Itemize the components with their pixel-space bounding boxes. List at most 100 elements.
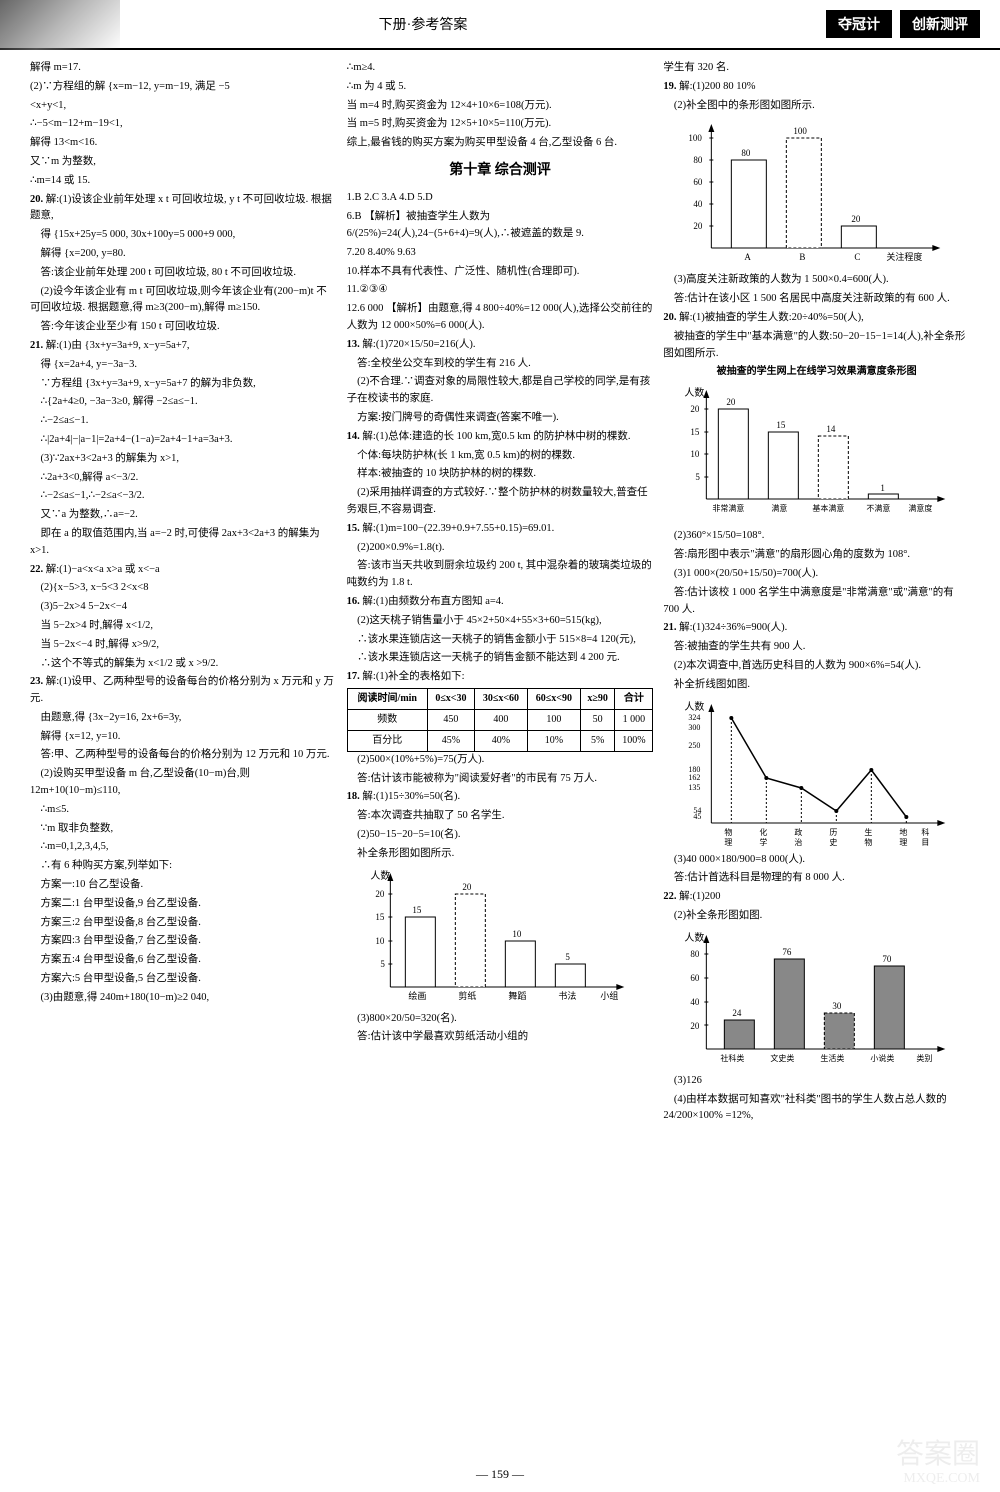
text-line: 由题意,得 {3x−2y=16, 2x+6=3y, (30, 710, 337, 727)
text-line: <x+y<1, (30, 98, 337, 115)
text-line: ∴该水果连锁店这一天桃子的销售金额不能达到 4 200 元. (347, 650, 654, 667)
text-line: 答:扇形图中表示"满意"的扇形圆心角的度数为 108°. (663, 547, 970, 564)
text-line: 当 m=5 时,购买资金为 12×5+10×5=110(万元). (347, 116, 654, 133)
svg-text:人数: 人数 (685, 931, 705, 944)
text-line: ∵m 取非负整数, (30, 821, 337, 838)
text-line: 学生有 320 名. (663, 60, 970, 77)
page-number: — 159 — (476, 1467, 524, 1481)
text-line: (2)这天桃子销售量小于 45×2+50×4+55×3+60=515(kg), (347, 613, 654, 630)
svg-text:学: 学 (760, 837, 768, 847)
svg-text:300: 300 (689, 723, 701, 732)
svg-text:100: 100 (689, 133, 703, 143)
text-line: ∴m=0,1,2,3,4,5, (30, 839, 337, 856)
text-line: 方案五:4 台甲型设备,6 台乙型设备. (30, 952, 337, 969)
q-number: 16. 解:(1)由频数分布直方图知 a=4. (347, 594, 654, 611)
text-line: (2)50−15−20−5=10(名). (347, 827, 654, 844)
text-line: 又∵m 为整数, (30, 154, 337, 171)
text-line: (2)采用抽样调查的方式较好.∵整个防护林的树数量较大,普查任务艰巨,不容易调查… (347, 485, 654, 519)
text-line: 当 m=4 时,购买资金为 12×4+10×6=108(万元). (347, 98, 654, 115)
svg-text:满意: 满意 (772, 503, 788, 513)
text-line: ∴−5<m−12+m−19<1, (30, 116, 337, 133)
svg-text:5: 5 (696, 472, 701, 482)
q-number: 18. 解:(1)15÷30%=50(名). (347, 789, 654, 806)
text-line: (3)∵2ax+3<2a+3 的解集为 x>1, (30, 451, 337, 468)
chart-q20: 人数 20 15 10 5 20 15 14 1 非常满意 满意 基本满意 不满… (663, 384, 970, 524)
text-line: 得 {x=2a+4, y=−3a−3. (30, 357, 337, 374)
text-line: 被抽查的学生中"基本满意"的人数:50−20−15−1=14(人),补全条形图如… (663, 329, 970, 363)
watermark-main: 答案圈 (896, 1432, 980, 1472)
text-line: (4)由样本数据可知喜欢"社科类"图书的学生人数占总人数的 24/200×100… (663, 1092, 970, 1126)
svg-text:社科类: 社科类 (721, 1053, 745, 1063)
text-line: 答:该企业前年处理 200 t 可回收垃圾, 80 t 不可回收垃圾. (30, 265, 337, 282)
svg-text:关注程度: 关注程度 (887, 251, 923, 262)
svg-text:目: 目 (922, 838, 930, 847)
text-line: 12.6 000 【解析】由题意,得 4 800÷40%=12 000(人),选… (347, 301, 654, 335)
text-line: 方案:按门牌号的奇偶性来调查(答案不唯一). (347, 410, 654, 427)
text-line: 答:被抽查的学生共有 900 人. (663, 639, 970, 656)
q17-table: 阅读时间/min 0≤x<30 30≤x<60 60≤x<90 x≥90 合计 … (347, 688, 654, 752)
svg-text:100: 100 (794, 126, 808, 136)
svg-text:非常满意: 非常满意 (713, 503, 745, 513)
text-line: 方案一:10 台乙型设备. (30, 877, 337, 894)
text-line: (2)360°×15/50=108°. (663, 528, 970, 545)
text-line: ∴m≥4. (347, 60, 654, 77)
table-row: 阅读时间/min 0≤x<30 30≤x<60 60≤x<90 x≥90 合计 (347, 688, 653, 709)
q-number: 22. 解:(1)−a<x<a x>a 或 x<−a (30, 562, 337, 579)
svg-text:24: 24 (733, 1008, 743, 1018)
text-line: (2)设购买甲型设备 m 台,乙型设备(10−m)台,则 12m+10(10−m… (30, 766, 337, 800)
text-line: ∵方程组 {3x+y=3a+9, x−y=5a+7 的解为非负数, (30, 376, 337, 393)
svg-text:10: 10 (375, 936, 385, 946)
page-container: 下册·参考答案 夺冠计 创新测评 解得 m=17. (2)∵方程组的解 {x=m… (0, 0, 1000, 1492)
watermark-sub: MXQE.COM (903, 1471, 980, 1487)
text-line: 样本:被抽查的 10 块防护林的树的棵数. (347, 466, 654, 483)
text-line: 答:今年该企业至少有 150 t 可回收垃圾. (30, 319, 337, 336)
text-line: 解得 13<m<16. (30, 135, 337, 152)
text-line: (2)200×0.9%=1.8(t). (347, 540, 654, 557)
chart-q21: 人数 324 300 250 180 162 135 54 45 (663, 698, 970, 848)
svg-text:20: 20 (694, 221, 704, 231)
text-line: 当 5−2x>4 时,解得 x<1/2, (30, 618, 337, 635)
q-number: 19. 解:(1)200 80 10% (663, 79, 970, 96)
column-1: 解得 m=17. (2)∵方程组的解 {x=m−12, y=m−19, 满足 −… (30, 60, 337, 1442)
svg-text:20: 20 (727, 397, 737, 407)
badge-2: 创新测评 (900, 10, 980, 38)
text-line: (3)5−2x>4 5−2x<−4 (30, 599, 337, 616)
text-line: ∴m 为 4 或 5. (347, 79, 654, 96)
text-line: 解得 m=17. (30, 60, 337, 77)
svg-text:10: 10 (691, 449, 701, 459)
text-line: (3)40 000×180/900=8 000(人). (663, 852, 970, 869)
text-line: 10.样本不具有代表性、广泛性、随机性(合理即可). (347, 264, 654, 281)
svg-text:70: 70 (883, 954, 893, 964)
table-row: 频数 450 400 100 50 1 000 (347, 709, 653, 730)
text-line: 个体:每块防护林(长 1 km,宽 0.5 km)的树的棵数. (347, 448, 654, 465)
text-line: (2){x−5>3, x−5<3 2<x<8 (30, 580, 337, 597)
text-line: 方案三:2 台甲型设备,8 台乙型设备. (30, 915, 337, 932)
svg-text:绘画: 绘画 (408, 990, 426, 1001)
text-line: (2)500×(10%+5%)=75(万人). (347, 752, 654, 769)
text-line: 7.20 8.40% 9.63 (347, 245, 654, 262)
text-line: (2)补全图中的条形图如图所示. (663, 98, 970, 115)
text-line: ∴−2≤a≤−1,∴−2≤a<−3/2. (30, 488, 337, 505)
svg-text:20: 20 (852, 214, 862, 224)
q-number: 21. 解:(1)由 {3x+y=3a+9, x−y=5a+7, (30, 338, 337, 355)
text-line: (2)补全条形图如图. (663, 908, 970, 925)
svg-text:A: A (745, 252, 752, 262)
text-line: (3)高度关注新政策的人数为 1 500×0.4=600(人). (663, 272, 970, 289)
svg-text:80: 80 (694, 155, 704, 165)
svg-text:舞蹈: 舞蹈 (508, 991, 526, 1001)
text-line: 答:估计在该小区 1 500 名居民中高度关注新政策的有 600 人. (663, 291, 970, 308)
svg-text:治: 治 (795, 837, 803, 847)
q-number: 23. 解:(1)设甲、乙两种型号的设备每台的价格分别为 x 万元和 y 万元. (30, 674, 337, 708)
svg-text:化: 化 (760, 827, 768, 837)
q-number: 13. 解:(1)720×15/50=216(人). (347, 337, 654, 354)
text-line: ∴|2a+4|−|a−1|=2a+4−(1−a)=2a+4−1+a=3a+3. (30, 432, 337, 449)
text-line: 6.B 【解析】被抽查学生人数为 6/(25%)=24(人),24−(5+6+4… (347, 209, 654, 243)
svg-text:60: 60 (694, 177, 704, 187)
text-line: ∴m≤5. (30, 802, 337, 819)
svg-text:史: 史 (830, 837, 838, 847)
page-header: 下册·参考答案 夺冠计 创新测评 (0, 0, 1000, 50)
chart-q18: 人数 20 15 10 5 15 20 10 5 绘画 剪纸 舞蹈 书法 小组 (347, 867, 654, 1007)
answers-line: 1.B 2.C 3.A 4.D 5.D (347, 190, 654, 207)
svg-text:250: 250 (689, 741, 701, 750)
svg-text:80: 80 (742, 148, 752, 158)
